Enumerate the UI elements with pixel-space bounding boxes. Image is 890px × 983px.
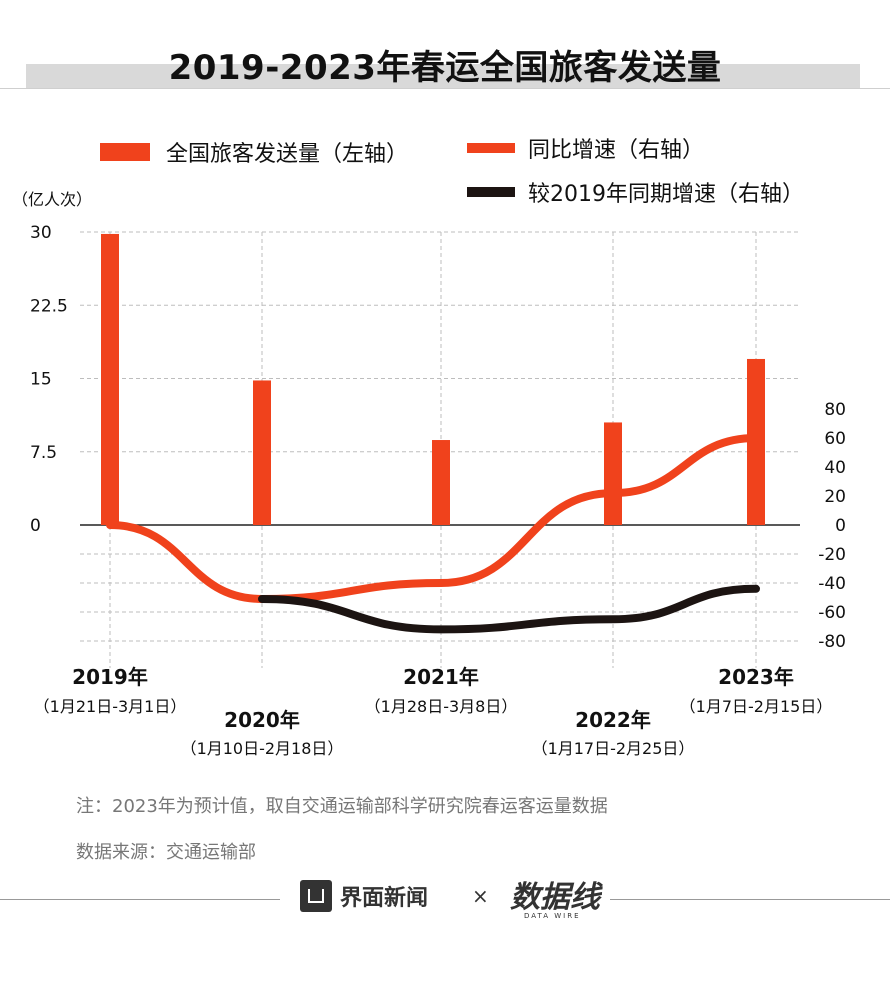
category-sublabel: （1月17日-2月25日） bbox=[532, 739, 695, 758]
page-title: 2019-2023年春运全国旅客发送量 bbox=[168, 48, 722, 88]
bar-2019年 bbox=[101, 233, 119, 525]
legend-swatch-yoy bbox=[467, 143, 515, 153]
category-label: 2022年 bbox=[575, 708, 651, 732]
footer-rule-left bbox=[0, 899, 280, 900]
category-label: 2023年 bbox=[718, 665, 794, 689]
data-source: 数据来源：交通运输部 bbox=[76, 842, 256, 863]
right-tick-label: 60 bbox=[824, 429, 846, 449]
category-label: 2019年 bbox=[72, 665, 148, 689]
left-tick-label: 22.5 bbox=[30, 296, 68, 316]
bar-2021年 bbox=[432, 440, 450, 525]
line-series-vs2019 bbox=[258, 584, 760, 634]
category-sublabel: （1月10日-2月18日） bbox=[181, 739, 344, 758]
line-series-yoy bbox=[106, 434, 760, 603]
category-label: 2021年 bbox=[403, 665, 479, 689]
title-band bbox=[26, 64, 860, 88]
right-tick-label: 80 bbox=[824, 400, 846, 420]
left-tick-label: 0 bbox=[30, 516, 41, 536]
right-tick-label: 0 bbox=[835, 516, 846, 536]
right-tick-label: 20 bbox=[824, 487, 846, 507]
title-rule bbox=[0, 88, 890, 89]
category-sublabel: （1月28日-3月8日） bbox=[365, 697, 518, 716]
left-tick-label: 15 bbox=[30, 370, 52, 390]
right-tick-label: 40 bbox=[824, 458, 846, 478]
left-tick-label: 7.5 bbox=[30, 443, 57, 463]
brand-name: 界面新闻 bbox=[340, 886, 429, 911]
legend-label-yoy: 同比增速（右轴） bbox=[528, 138, 705, 163]
datawire-logo-sub: DATA WIRE bbox=[524, 912, 581, 920]
right-tick-label: -80 bbox=[818, 632, 846, 652]
footnote: 注：2023年为预计值，取自交通运输部科学研究院春运客运量数据 bbox=[76, 796, 608, 817]
datawire-logo: 数据线 bbox=[510, 880, 600, 915]
footer-rule-right bbox=[610, 899, 890, 900]
right-tick-label: -60 bbox=[818, 603, 846, 623]
cross-symbol: × bbox=[472, 884, 489, 908]
bar-2020年 bbox=[253, 380, 271, 525]
left-tick-label: 30 bbox=[30, 223, 52, 243]
legend-label-vs2019: 较2019年同期增速（右轴） bbox=[528, 182, 804, 207]
category-label: 2020年 bbox=[224, 708, 300, 732]
legend-label-bar: 全国旅客发送量（左轴） bbox=[166, 142, 409, 167]
jiemian-logo-icon bbox=[300, 880, 332, 912]
bar-2022年 bbox=[604, 422, 622, 525]
category-sublabel: （1月7日-2月15日） bbox=[680, 697, 833, 716]
right-tick-label: -20 bbox=[818, 545, 846, 565]
category-sublabel: （1月21日-3月1日） bbox=[34, 697, 187, 716]
legend-swatch-vs2019 bbox=[467, 187, 515, 197]
left-axis-unit: （亿人次） bbox=[12, 190, 93, 209]
legend-swatch-bar bbox=[100, 143, 150, 161]
right-tick-label: -40 bbox=[818, 574, 846, 594]
